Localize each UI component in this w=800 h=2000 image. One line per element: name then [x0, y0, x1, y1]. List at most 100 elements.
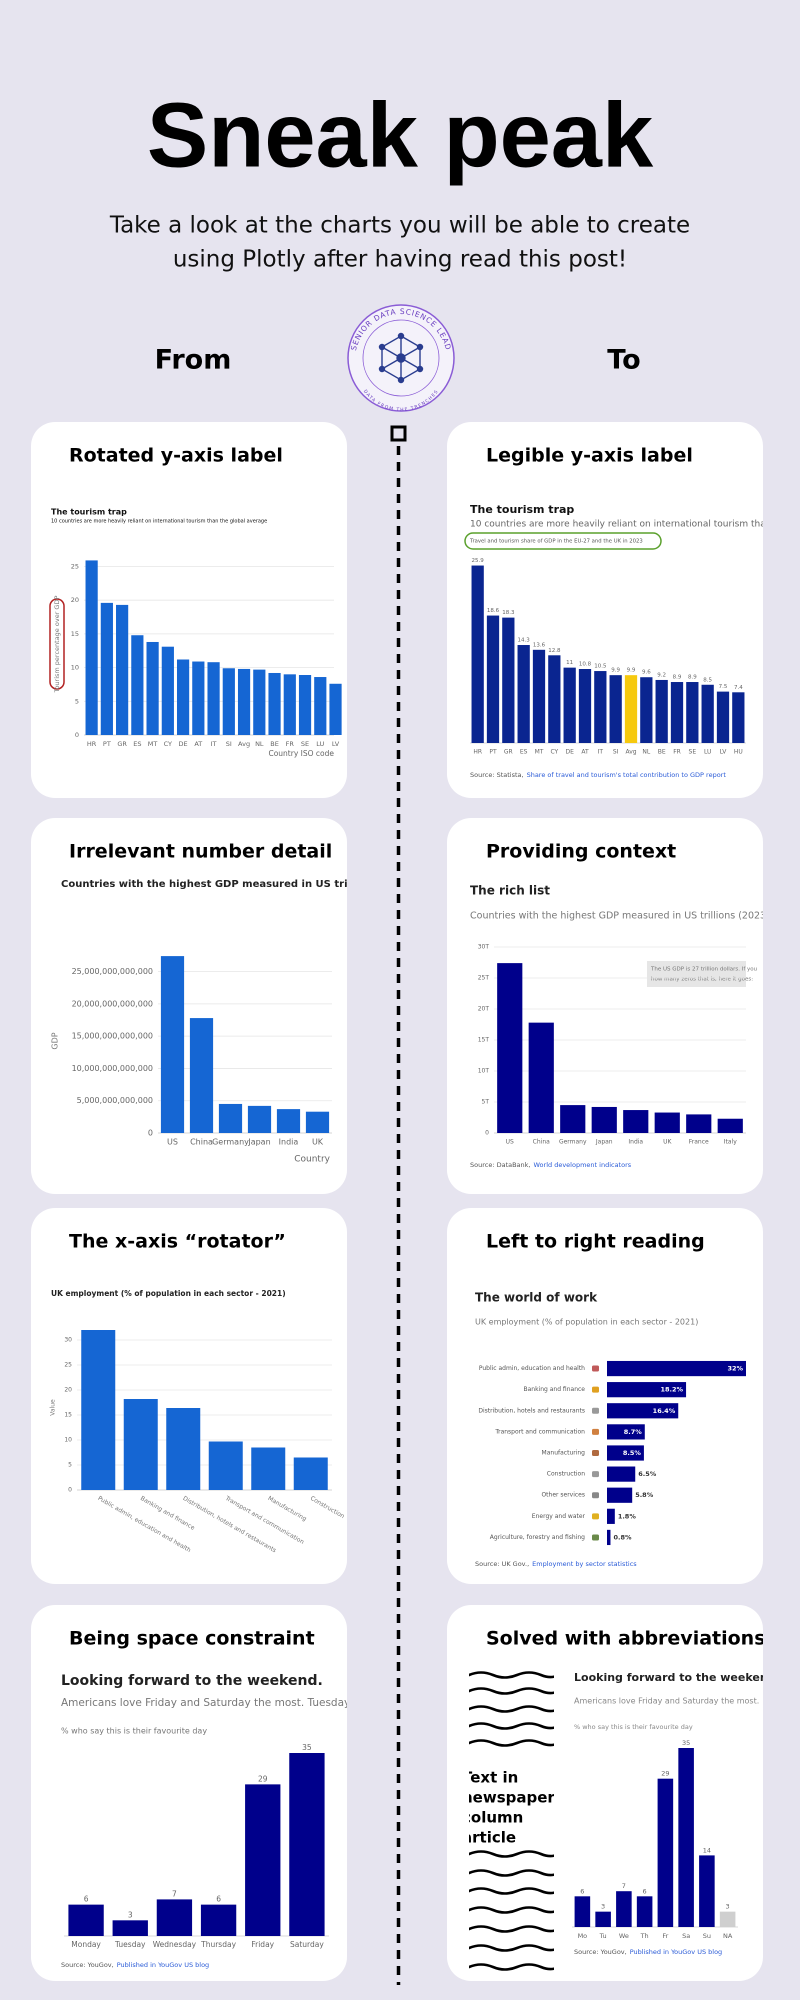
- x-tick-label: CY: [550, 749, 558, 756]
- x-tick-label: HU: [734, 749, 743, 756]
- value-label: 18.3: [502, 610, 515, 616]
- column-text: Text in: [462, 1769, 518, 1787]
- value-label: 29: [258, 1774, 268, 1783]
- bar: [207, 662, 220, 735]
- bar: [607, 1424, 645, 1440]
- bar: [247, 1105, 272, 1133]
- chart-subtitle: 10 countries are more heavily reliant on…: [470, 520, 800, 530]
- y-tick-label: 15,000,000,000,000: [72, 1032, 153, 1041]
- bar: [160, 956, 185, 1133]
- value-label: 6: [643, 1887, 647, 1895]
- bar: [268, 672, 281, 735]
- value-label: 14: [703, 1846, 711, 1854]
- bar: [640, 677, 653, 743]
- chart-title: Looking forward to the weekend.: [574, 1671, 780, 1684]
- x-tick-label: SI: [613, 749, 619, 756]
- value-label: 16.4%: [653, 1407, 676, 1415]
- value-label: 9.9: [611, 668, 620, 674]
- panel: Irrelevant number detail Countries with t…: [51, 841, 348, 1165]
- y-tick-label: 20: [71, 596, 79, 604]
- bar: [283, 674, 296, 735]
- bar: [245, 1784, 281, 1936]
- chart-subtitle: 10 countries are more heavily reliant on…: [51, 519, 267, 525]
- value-label: 7: [622, 1882, 626, 1890]
- x-tick-label: SI: [226, 740, 232, 748]
- bar: [591, 1106, 617, 1133]
- x-tick-label: GR: [504, 749, 513, 756]
- x-tick-label: CY: [164, 740, 172, 748]
- x-tick-label: MT: [148, 740, 158, 748]
- bar: [607, 1487, 633, 1503]
- value-label: 1.8%: [618, 1512, 637, 1520]
- bar: [293, 1457, 328, 1490]
- source: Source: UK Gov., Employment by sector sta…: [475, 1560, 637, 1568]
- bar: [595, 1911, 611, 1927]
- y-axis-label: Value: [50, 1399, 57, 1416]
- value-label: 6.5%: [638, 1470, 657, 1478]
- chart-subtitle: Americans love Friday and Saturday the m…: [61, 1697, 403, 1709]
- bar: [116, 604, 129, 735]
- bar: [471, 565, 484, 743]
- bar: [123, 1399, 158, 1490]
- panel-heading: Left to right reading: [486, 1231, 705, 1253]
- bar: [607, 1466, 636, 1482]
- bar: [657, 1778, 674, 1927]
- x-tick-label: Wednesday: [153, 1940, 197, 1949]
- panel: Legible y-axis label The tourism trap 10 c…: [464, 445, 800, 779]
- y-tick-label: 5,000,000,000,000: [77, 1096, 153, 1105]
- chart-note: % who say this is their favourite day: [574, 1723, 693, 1731]
- bar: [176, 659, 190, 735]
- bar: [609, 675, 622, 743]
- bar: [81, 1330, 116, 1490]
- panel: Being space constraint Looking forward to…: [61, 1628, 403, 1970]
- x-tick-label: Fr: [662, 1932, 668, 1940]
- y-tick-label: Other services: [541, 1492, 585, 1499]
- column-text: article: [462, 1829, 516, 1847]
- x-tick-label: FR: [673, 749, 681, 756]
- y-tick-label: 0: [68, 1487, 72, 1494]
- x-tick-label: Avg: [625, 749, 636, 756]
- bar: [607, 1382, 687, 1398]
- y-axis-label: GDP: [51, 1032, 60, 1049]
- x-axis-label: Country: [294, 1155, 330, 1165]
- y-tick-label: 5T: [482, 1099, 490, 1106]
- y-tick-label: 25: [71, 562, 79, 570]
- icon-dot: [592, 1428, 599, 1435]
- x-tick-label: HR: [473, 749, 482, 756]
- scribble: [469, 1925, 554, 1933]
- value-label: 25.9: [472, 558, 485, 564]
- source-text: Source: YouGov,: [61, 1961, 114, 1969]
- ylabel-highlight: [464, 532, 662, 550]
- scribble: [469, 1705, 554, 1713]
- x-tick-label: Tuesday: [114, 1940, 146, 1949]
- x-tick-label: India: [279, 1138, 299, 1147]
- x-tick-label: Mo: [578, 1932, 588, 1940]
- x-tick-label: NL: [642, 749, 650, 756]
- y-tick-label: Construction: [547, 1471, 585, 1478]
- icon-dot: [592, 1450, 599, 1456]
- y-tick-label: 5: [75, 697, 79, 705]
- icon-dot: [592, 1386, 599, 1393]
- value-label: 3: [128, 1910, 133, 1919]
- source-link: Share of travel and tourism's total cont…: [527, 771, 727, 779]
- x-tick-label: Germany: [559, 1139, 587, 1146]
- x-tick-label: PT: [103, 740, 111, 748]
- scribble: [469, 1944, 554, 1952]
- panel-card: [31, 818, 347, 1194]
- x-tick-label: Italy: [724, 1139, 737, 1146]
- icon-dot: [592, 1534, 599, 1541]
- x-tick-label: Th: [640, 1932, 649, 1940]
- bar: [208, 1441, 243, 1490]
- icon-dot: [592, 1513, 599, 1520]
- column-text: newspaper: [462, 1789, 555, 1807]
- bar: [156, 1899, 193, 1936]
- bar: [636, 1896, 653, 1927]
- panel: Left to right reading The world of work UK…: [475, 1231, 746, 1568]
- scribble: [469, 1963, 554, 1971]
- x-tick-label: LV: [720, 749, 728, 756]
- source: Source: DataBank, World development indic…: [470, 1161, 632, 1169]
- bar: [532, 649, 546, 743]
- source-text: Source: UK Gov.,: [475, 1560, 529, 1568]
- chart-note: % who say this is their favourite day: [61, 1727, 207, 1736]
